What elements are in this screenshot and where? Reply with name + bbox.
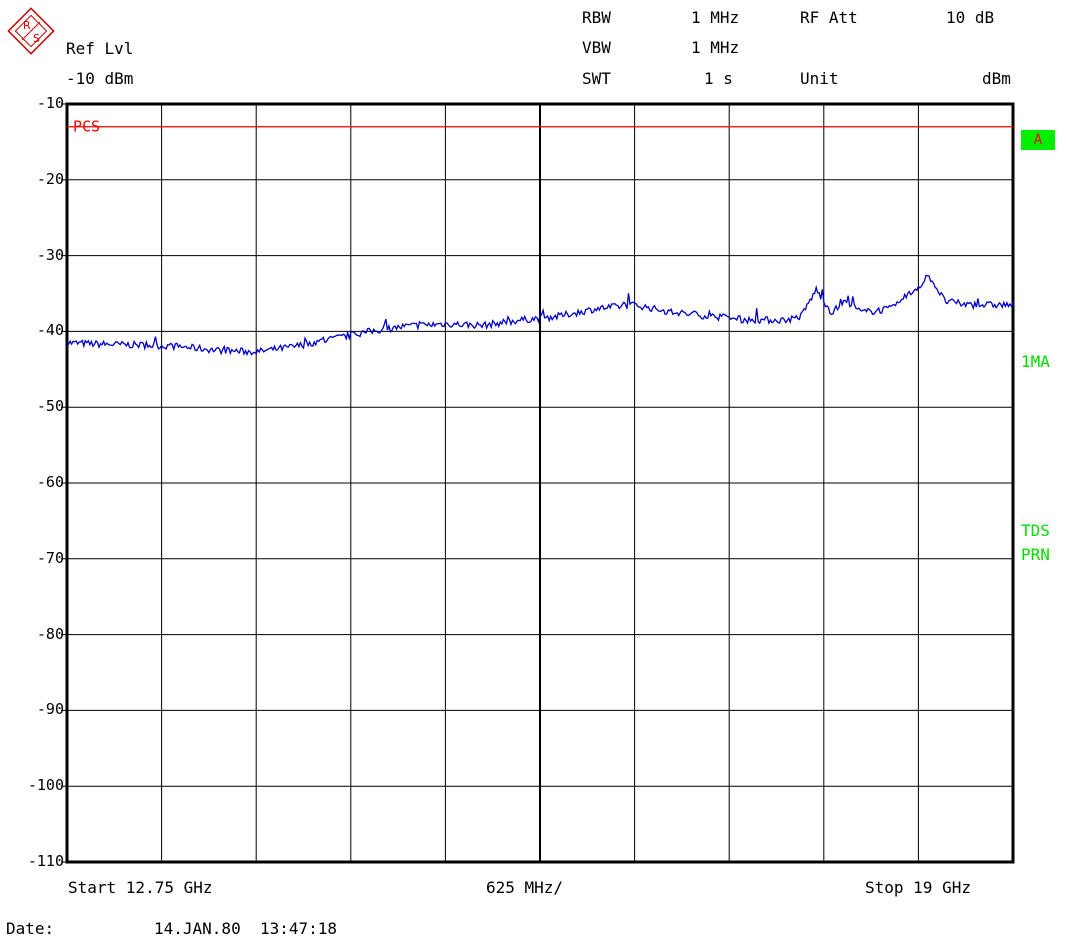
y-tick-label: -70 bbox=[36, 548, 64, 567]
y-tick-label: -100 bbox=[27, 776, 64, 795]
rohde-schwarz-logo-icon: R S bbox=[7, 7, 55, 55]
ref-level-label: Ref Lvl bbox=[66, 39, 134, 58]
trace-mode-label: 1MA bbox=[1021, 352, 1050, 371]
y-ticks bbox=[61, 103, 67, 863]
prn-status-label: PRN bbox=[1021, 545, 1050, 564]
swt-value: 1 s bbox=[704, 69, 733, 88]
grid bbox=[67, 104, 1013, 862]
tds-status-label: TDS bbox=[1021, 521, 1050, 540]
vbw-label: VBW bbox=[582, 38, 611, 57]
start-frequency: Start 12.75 GHz bbox=[68, 878, 213, 897]
y-tick-label: -50 bbox=[36, 397, 64, 416]
swt-label: SWT bbox=[582, 69, 611, 88]
unit-label: Unit bbox=[800, 69, 839, 88]
ref-level-value: -10 dBm bbox=[66, 69, 134, 88]
y-tick-label: -110 bbox=[27, 852, 64, 870]
rf-att-label: RF Att bbox=[800, 8, 858, 27]
limit-line-label: PCS bbox=[73, 118, 100, 136]
rbw-label: RBW bbox=[582, 8, 611, 27]
date-value: 14.JAN.80 13:47:18 bbox=[154, 919, 338, 938]
unit-value: dBm bbox=[982, 69, 1011, 88]
spectrum-trace bbox=[66, 274, 1014, 357]
vbw-value: 1 MHz bbox=[691, 38, 740, 57]
y-tick-label: -60 bbox=[36, 473, 64, 491]
y-tick-label: -40 bbox=[36, 321, 64, 340]
y-tick-label: -10 bbox=[36, 94, 64, 112]
stop-frequency: Stop 19 GHz bbox=[865, 878, 971, 897]
y-tick-label: -30 bbox=[36, 245, 64, 264]
y-tick-label: -80 bbox=[36, 624, 64, 643]
date-label: Date: bbox=[6, 919, 55, 938]
y-tick-label: -20 bbox=[36, 169, 64, 188]
trace-a-badge: A bbox=[1021, 130, 1055, 150]
rbw-value: 1 MHz bbox=[691, 8, 740, 27]
span-per-division: 625 MHz/ bbox=[486, 878, 564, 897]
rf-att-value: 10 dB bbox=[946, 8, 995, 27]
svg-text:S: S bbox=[33, 32, 40, 45]
y-tick-label: -90 bbox=[36, 700, 64, 719]
svg-text:R: R bbox=[23, 19, 31, 32]
